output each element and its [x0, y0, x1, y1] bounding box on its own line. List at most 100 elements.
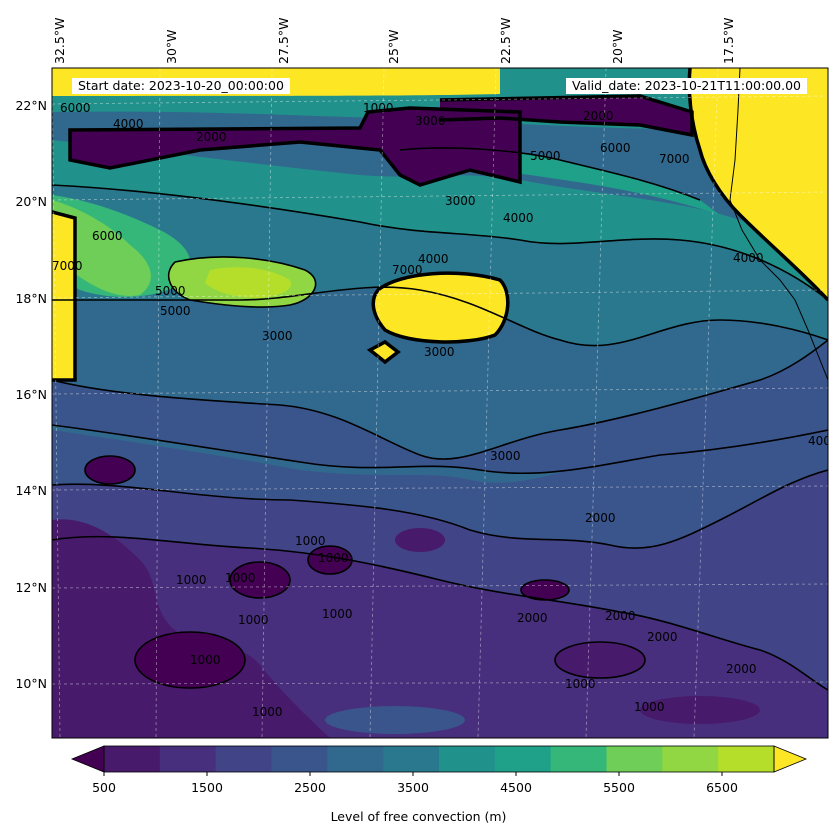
low-patch: [135, 632, 245, 688]
contour-label: 1000: [634, 700, 665, 714]
contour-label: 3000: [415, 114, 446, 128]
lon-label: 30°W: [164, 29, 179, 64]
colorbar-segment: [271, 746, 328, 772]
low-patch: [230, 562, 290, 598]
colorbar-tick-label: 5500: [603, 780, 635, 795]
start-date-label: Start date: 2023-10-20_00:00:00: [72, 78, 290, 94]
contour-labels: 1000 4000 3000 2000 6000 7000 2000 6000 …: [52, 101, 837, 719]
lon-label: 32.5°W: [52, 18, 67, 64]
coastline: [729, 68, 828, 381]
colorbar-segment: [383, 746, 440, 772]
contour-label: 4000: [113, 117, 144, 131]
contour-label: 2000: [583, 109, 614, 123]
contour-label: 2000: [726, 662, 757, 676]
colorbar-segment: [718, 746, 775, 772]
lat-label: 16°N: [15, 387, 47, 402]
colorbar-label: Level of free convection (m): [330, 809, 507, 824]
contour-label: 2000: [196, 130, 227, 144]
lon-label: 22.5°W: [498, 18, 513, 64]
contour-label: 1000: [225, 571, 256, 585]
colorbar-tick-label: 6500: [706, 780, 738, 795]
contour-label: 5000: [530, 149, 561, 163]
contour-label: 3000: [424, 345, 455, 359]
low-strip-northeast: [440, 96, 692, 135]
contour-label: 1000: [252, 705, 283, 719]
colorbar-segment: [439, 746, 496, 772]
gridlines: [52, 68, 828, 738]
valid-date-label: Valid_date: 2023-10-21T11:00:00.00: [565, 78, 807, 94]
latitude-labels: 22°N 20°N 18°N 16°N 14°N 12°N 10°N: [15, 98, 47, 691]
colorbar-segment: [159, 746, 217, 772]
contour-label: 1000: [238, 613, 269, 627]
high-lfc-island: [373, 273, 508, 342]
colorbar-tick-label: 4500: [500, 780, 532, 795]
lat-label: 18°N: [15, 291, 47, 306]
low-patch: [555, 642, 645, 678]
contour-label: 6000: [92, 229, 123, 243]
colorbar-tick-label: 500: [92, 780, 116, 795]
colorbar-max-arrow: [773, 745, 808, 773]
map-frame: [51, 67, 829, 739]
contour-label: 6000: [60, 101, 91, 115]
lon-label: 27.5°W: [276, 18, 291, 64]
contour-label: 4000: [418, 252, 449, 266]
contour-label: 1000: [295, 534, 326, 548]
low-patch: [640, 696, 760, 724]
colorbar-tick-label: 3500: [397, 780, 429, 795]
band-6500-7000: [205, 267, 291, 298]
colorbar-segments: [104, 746, 775, 772]
colorbar-segment: [550, 746, 607, 772]
band-4000-4500: [52, 140, 828, 300]
contour-label: 1000: [176, 573, 207, 587]
contour-lines: [52, 147, 828, 691]
contour-label: 2000: [605, 609, 636, 623]
lat-label: 12°N: [15, 580, 47, 595]
contour-label: 5000: [160, 304, 191, 318]
contour-label: 1000: [190, 653, 221, 667]
contour-label: 4000: [503, 211, 534, 225]
contour-label: 3000: [262, 329, 293, 343]
low-patch: [521, 580, 569, 600]
contour-label: 1000: [318, 551, 349, 565]
contour-label: 7000: [659, 152, 690, 166]
lat-label: 22°N: [15, 98, 47, 113]
contour-label: 6000: [600, 141, 631, 155]
lon-label: 17.5°W: [721, 18, 736, 64]
colorbar: 500 1500 2500 3500 4500 5500 6500: [70, 745, 808, 795]
colorbar-segment: [215, 746, 272, 772]
contour-label: 1000: [322, 607, 353, 621]
contour-label: 7000: [52, 259, 83, 273]
band-2500-3000: [52, 340, 828, 474]
colorbar-tick-label: 2500: [294, 780, 326, 795]
contour-label: 1000: [565, 677, 596, 691]
high-lfc-west: [52, 212, 75, 380]
map-plot-area: 1000 4000 3000 2000 6000 7000 2000 6000 …: [52, 68, 837, 738]
colorbar-segment: [662, 746, 719, 772]
lat-label: 14°N: [15, 483, 47, 498]
contour-label: 7000: [392, 263, 423, 277]
lat-label: 10°N: [15, 676, 47, 691]
lon-label: 25°W: [386, 29, 401, 64]
lon-label: 20°W: [610, 29, 625, 64]
band-500-1000: [52, 519, 330, 738]
band-3500-4000: [52, 180, 828, 346]
longitude-labels: 32.5°W 30°W 27.5°W 25°W 22.5°W 20°W 17.5…: [52, 18, 736, 64]
contour-label: 2000: [585, 511, 616, 525]
colorbar-segment: [104, 746, 161, 772]
colorbar-segment: [606, 746, 663, 772]
colorbar-frame: [103, 745, 775, 773]
low-strip-north: [70, 108, 520, 185]
high-lfc-east: [689, 68, 828, 300]
contour-label: 1000: [363, 101, 394, 115]
contour-label: 3000: [445, 194, 476, 208]
colorbar-tick-label: 1500: [191, 780, 223, 795]
contour-label: 3000: [490, 449, 521, 463]
colorbar-min-arrow: [70, 745, 105, 773]
contour-label: 4000: [808, 434, 837, 448]
low-patch: [85, 456, 135, 484]
colorbar-ticks: 500 1500 2500 3500 4500 5500 6500: [92, 772, 738, 795]
colorbar-segment: [327, 746, 384, 772]
contour-label: 5000: [155, 284, 186, 298]
low-patch: [308, 546, 352, 574]
